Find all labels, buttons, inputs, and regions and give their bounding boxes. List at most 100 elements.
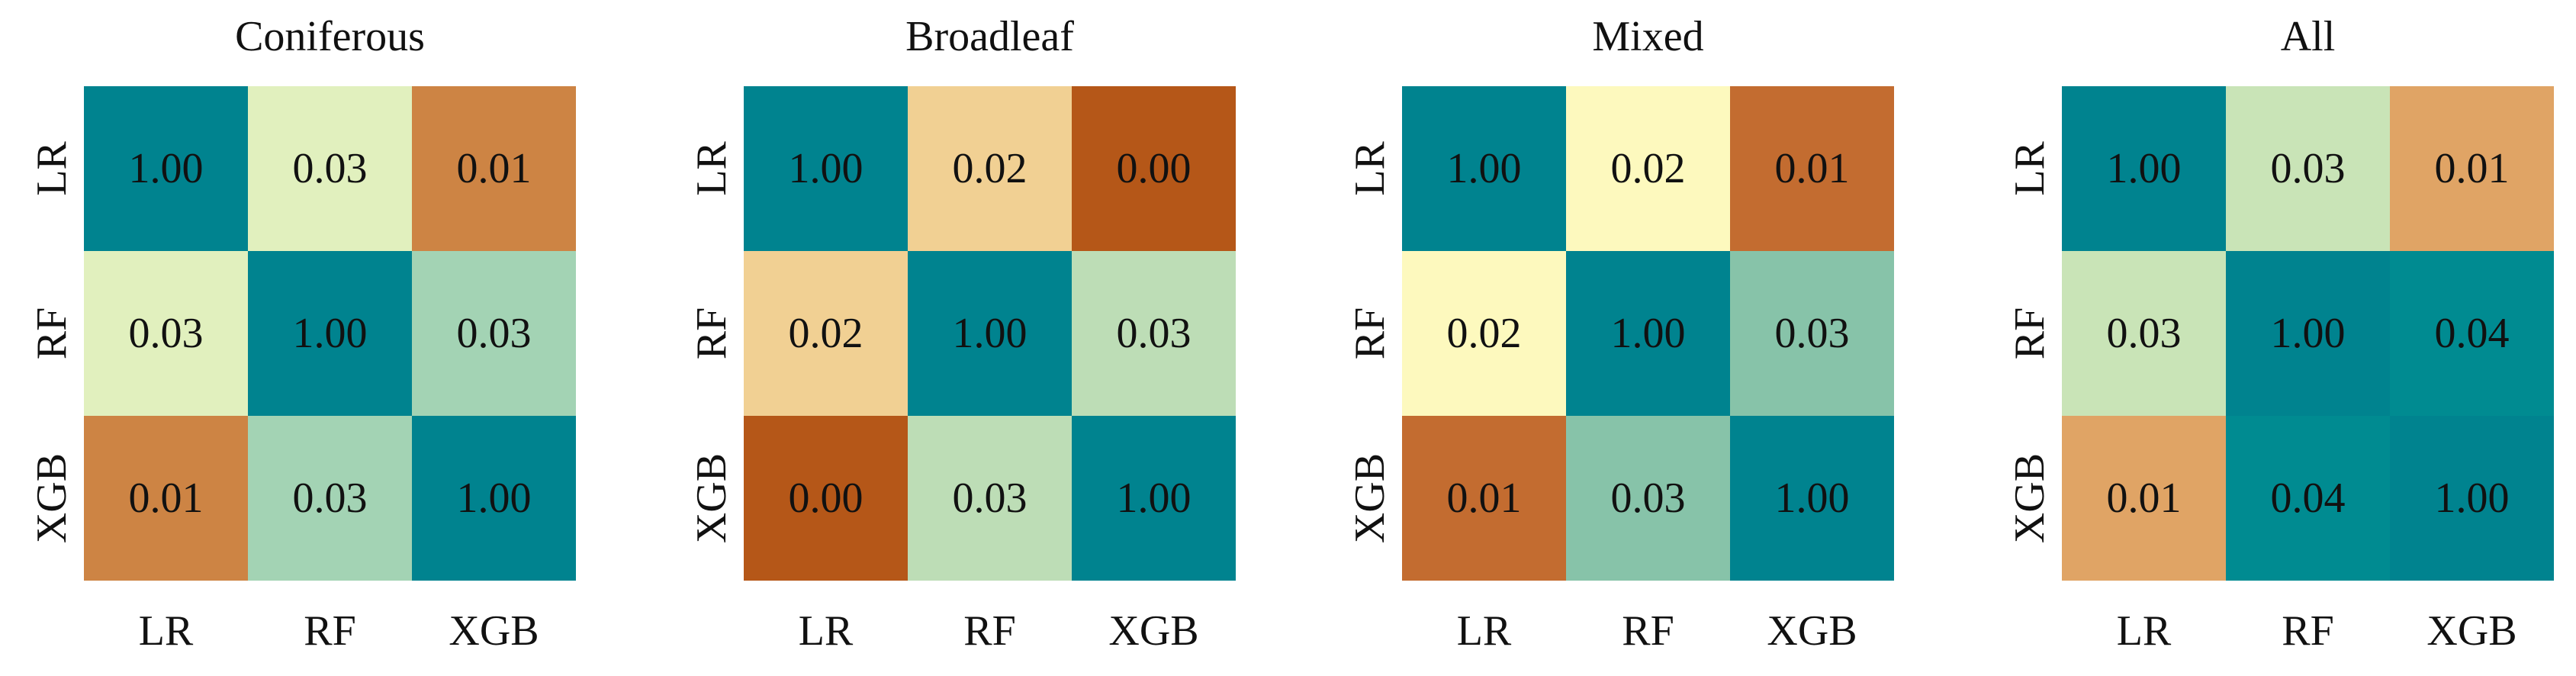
cell-value-label: 0.01 — [2435, 145, 2510, 192]
heatmap-cell — [2226, 416, 2390, 581]
heatmap-cell — [2062, 251, 2226, 416]
heatmap-cell — [908, 86, 1072, 251]
heatmap-cell — [1566, 416, 1730, 581]
x-tick-label: LR — [1457, 607, 1512, 655]
cell-value-label: 0.03 — [293, 475, 368, 522]
x-tick-label: LR — [2117, 607, 2172, 655]
heatmap-cell — [908, 416, 1072, 581]
heatmap-cell — [412, 251, 576, 416]
heatmap-cell — [1402, 251, 1566, 416]
heatmap-cell — [1402, 416, 1566, 581]
heatmap-panel-3: All 1.00 0.03 0.01 0.03 1.00 0.04 0.01 0.04 1.00 L… — [2006, 13, 2554, 655]
cell-value-label: 1.00 — [2435, 475, 2510, 522]
heatmap-cell — [2390, 416, 2554, 581]
heatmap-panel-2: Mixed 1.00 0.02 0.01 0.02 1.00 0.03 0.01 0.03 1.0… — [1346, 13, 1894, 655]
cell-value-label: 1.00 — [789, 145, 863, 192]
cell-value-label: 0.01 — [457, 145, 532, 192]
heatmap-cell — [1730, 416, 1894, 581]
cell-value-label: 0.01 — [1775, 145, 1850, 192]
heatmap-cell — [1072, 86, 1236, 251]
cell-value-label: 0.03 — [2271, 145, 2346, 192]
x-tick-label: RF — [304, 607, 356, 655]
cell-value-label: 0.02 — [1447, 310, 1522, 357]
cell-value-label: 1.00 — [1775, 475, 1850, 522]
y-tick-label: LR — [1346, 141, 1394, 196]
y-tick-label: XGB — [2006, 453, 2053, 543]
x-tick-label: LR — [139, 607, 194, 655]
cell-value-label: 1.00 — [2107, 145, 2182, 192]
panel-title: All — [2281, 13, 2336, 60]
y-tick-label: RF — [28, 307, 76, 360]
heatmap-cell — [84, 251, 248, 416]
y-tick-label: LR — [2006, 141, 2053, 196]
heatmap-cell — [1730, 86, 1894, 251]
panel-title: Mixed — [1592, 13, 1703, 60]
cell-value-label: 0.02 — [789, 310, 863, 357]
cell-value-label: 1.00 — [953, 310, 1028, 357]
heatmap-cell — [248, 251, 412, 416]
y-tick-label: RF — [688, 307, 735, 360]
cell-value-label: 0.02 — [1611, 145, 1686, 192]
heatmap-cell — [248, 86, 412, 251]
x-tick-label: XGB — [2426, 607, 2517, 655]
cell-value-label: 0.00 — [1117, 145, 1192, 192]
cell-value-label: 0.00 — [789, 475, 863, 522]
heatmap-cell — [744, 416, 908, 581]
y-tick-label: XGB — [1346, 453, 1394, 543]
heatmap-cell — [2390, 251, 2554, 416]
heatmap-cell — [1072, 416, 1236, 581]
heatmap-cell — [1566, 251, 1730, 416]
heatmap-cell — [2062, 416, 2226, 581]
x-tick-label: XGB — [449, 607, 539, 655]
cell-value-label: 1.00 — [1611, 310, 1686, 357]
heatmap-cell — [2390, 86, 2554, 251]
heatmap-cell — [1402, 86, 1566, 251]
cell-value-label: 0.03 — [293, 145, 368, 192]
cell-value-label: 0.03 — [457, 310, 532, 357]
heatmap-cell — [2226, 86, 2390, 251]
heatmap-panel-1: Broadleaf 1.00 0.02 0.00 0.02 1.00 0.03 0.00 0.0… — [688, 13, 1236, 655]
x-tick-label: XGB — [1767, 607, 1857, 655]
heatmap-cell — [2226, 251, 2390, 416]
heatmap-cell — [908, 251, 1072, 416]
heatmap-cell — [1072, 251, 1236, 416]
cell-value-label: 1.00 — [293, 310, 368, 357]
cell-value-label: 0.03 — [953, 475, 1028, 522]
y-tick-label: LR — [688, 141, 735, 196]
cell-value-label: 1.00 — [2271, 310, 2346, 357]
cell-value-label: 0.01 — [1447, 475, 1522, 522]
cell-value-label: 1.00 — [1447, 145, 1522, 192]
y-tick-label: RF — [1346, 307, 1394, 360]
y-tick-label: XGB — [688, 453, 735, 543]
panel-title: Coniferous — [235, 13, 425, 60]
cell-value-label: 0.04 — [2435, 310, 2510, 357]
x-tick-label: RF — [963, 607, 1016, 655]
heatmap-cell — [1566, 86, 1730, 251]
heatmap-cell — [248, 416, 412, 581]
x-tick-label: LR — [799, 607, 854, 655]
y-tick-label: LR — [28, 141, 76, 196]
heatmap-cell — [84, 86, 248, 251]
cell-value-label: 0.04 — [2271, 475, 2346, 522]
panel-title: Broadleaf — [905, 13, 1074, 60]
cell-value-label: 0.01 — [129, 475, 204, 522]
heatmap-cell — [1730, 251, 1894, 416]
cell-value-label: 0.03 — [2107, 310, 2182, 357]
cell-value-label: 0.03 — [1775, 310, 1850, 357]
x-tick-label: RF — [2282, 607, 2334, 655]
cell-value-label: 0.03 — [129, 310, 204, 357]
cell-value-label: 0.01 — [2107, 475, 2182, 522]
cell-value-label: 0.02 — [953, 145, 1028, 192]
heatmap-cell — [2062, 86, 2226, 251]
heatmap-cell — [412, 416, 576, 581]
heatmap-panel-0: Coniferous 1.00 0.03 0.01 0.03 1.00 0.03 0.01 0.… — [28, 13, 576, 655]
heatmap-cell — [412, 86, 576, 251]
cell-value-label: 1.00 — [129, 145, 204, 192]
heatmap-cell — [744, 86, 908, 251]
x-tick-label: RF — [1622, 607, 1674, 655]
cell-value-label: 0.03 — [1117, 310, 1192, 357]
heatmap-cell — [84, 416, 248, 581]
heatmap-cell — [744, 251, 908, 416]
